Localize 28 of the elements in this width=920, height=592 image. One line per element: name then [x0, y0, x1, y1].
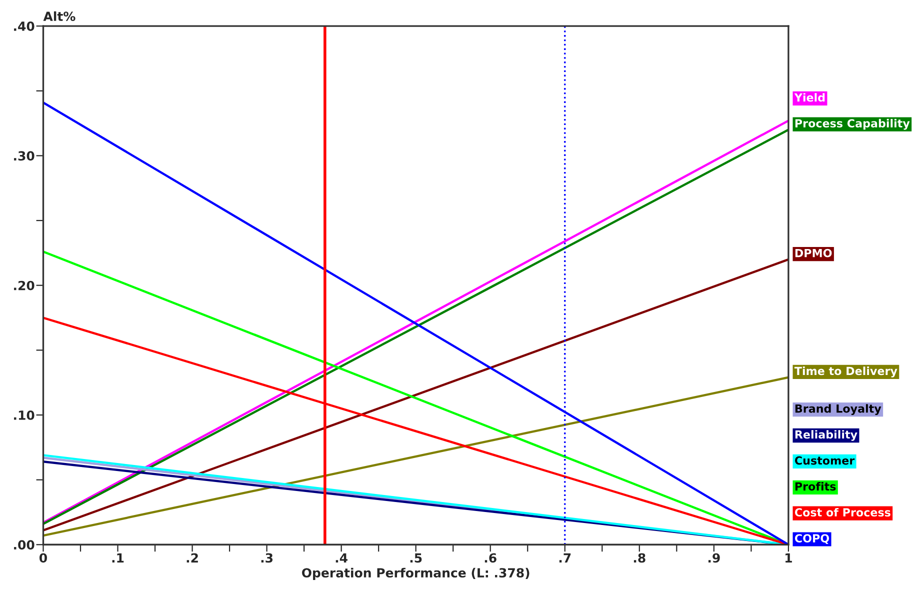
text: Brand Loyalty — [795, 404, 882, 415]
y-tick-label: .00 — [14, 540, 34, 550]
x-tick-label: 1 — [786, 553, 792, 562]
y-axis-title: Alt% — [43, 11, 76, 22]
y-tick-label: .10 — [14, 410, 34, 420]
text: Reliability — [795, 430, 858, 441]
text: Customer — [794, 456, 855, 465]
x-tick-label: 0 — [39, 553, 47, 563]
series-label: Yield — [794, 93, 825, 102]
x-axis-title: Operation Performance (L: .378) — [302, 568, 530, 580]
x-tick-label: .6 — [484, 553, 496, 563]
y-tick-label: .30 — [14, 151, 34, 161]
y-tick-label: .20 — [14, 280, 34, 290]
text: Cost of Process — [794, 508, 890, 517]
x-tick-label: .3 — [261, 553, 273, 563]
x-tick-label: .4 — [336, 553, 348, 562]
x-tick-label: .2 — [186, 553, 198, 562]
series-label: DPMO — [795, 248, 832, 258]
x-tick-label: .1 — [112, 553, 124, 562]
text: Profits — [795, 482, 836, 491]
series-label: Time to Delivery — [794, 366, 898, 378]
series-label: Process Capability — [795, 118, 910, 130]
series-label: COPQ — [794, 534, 830, 544]
y-tick-label: .40 — [14, 22, 34, 31]
x-tick-label: .7 — [559, 553, 571, 562]
x-tick-label: .9 — [708, 553, 720, 563]
x-tick-label: .8 — [634, 553, 646, 563]
x-tick-label: .5 — [410, 553, 422, 563]
